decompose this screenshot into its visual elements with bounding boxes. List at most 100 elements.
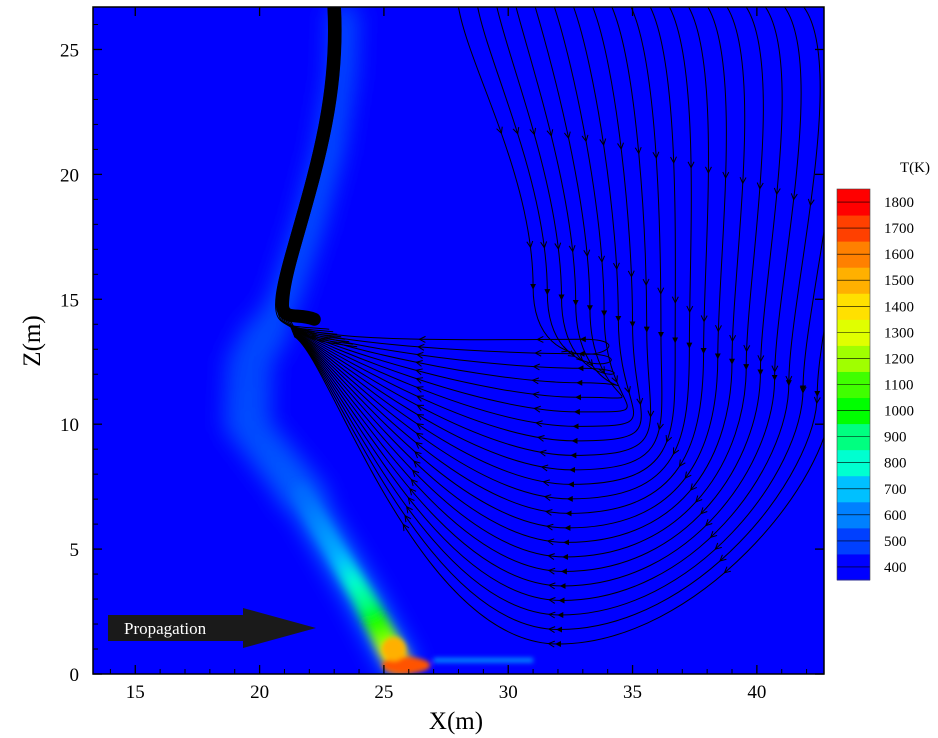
colorbar-title: T(K) (900, 160, 930, 176)
streamline-arrow (722, 171, 730, 180)
streamline-arrow (757, 355, 765, 363)
streamline-arrow (533, 405, 541, 413)
colorbar-label: 1600 (884, 247, 914, 263)
streamline-arrow (723, 566, 732, 574)
colorbar-label: 600 (884, 508, 907, 524)
streamline-arrow (611, 375, 618, 384)
streamline-arrow (568, 245, 576, 253)
streamline-arrow (409, 487, 417, 496)
streamline-arrow (538, 449, 547, 457)
streamline-arrow (532, 363, 540, 371)
heatmap-background (93, 7, 824, 674)
streamline-arrow (544, 508, 553, 516)
colorbar-label: 1100 (884, 378, 913, 394)
streamline-arrow (652, 151, 660, 160)
streamline-arrow (416, 423, 424, 430)
streamline (288, 7, 358, 348)
x-tick-label: 15 (126, 682, 145, 703)
streamline-arrow (413, 460, 421, 468)
streamline-arrow (548, 597, 556, 604)
colorbar-label: 1400 (884, 299, 914, 315)
streamline-arrow (540, 464, 549, 472)
streamline-arrow (531, 391, 540, 399)
streamline-arrow (416, 413, 424, 421)
colorbar-label: 1200 (884, 351, 914, 367)
colorbar-label: 1000 (884, 404, 914, 420)
streamline-arrow (531, 377, 540, 385)
streamline-arrow (785, 375, 793, 384)
streamline-arrow (547, 567, 556, 575)
colorbar-bands (837, 189, 870, 581)
streamline-arrow (415, 432, 424, 440)
streamline-arrow (583, 249, 591, 258)
streamline-arrow (678, 459, 686, 468)
streamline-arrow (719, 554, 727, 562)
streamline-arrow (687, 161, 695, 169)
streamline-arrow (686, 305, 694, 314)
streamline-arrow (415, 377, 424, 384)
colorbar-label: 400 (884, 560, 907, 576)
streamline-arrow (586, 359, 594, 367)
streamline-arrow (414, 451, 422, 459)
streamline-arrow (807, 198, 815, 207)
streamline-arrow (700, 315, 708, 323)
y-axis: 0 5 10 15 20 25 (60, 23, 824, 686)
streamline-arrow (709, 530, 718, 539)
streamline-arrow (546, 129, 554, 137)
streamline-arrow (799, 386, 807, 394)
streamline-bundle-core (275, 7, 342, 326)
streamline-arrow (771, 365, 779, 373)
colorbar-label: 700 (884, 482, 907, 498)
streamline-arrow (729, 334, 737, 343)
colorbar-labels: 400 500 600 700 800 900 1000 1100 1200 1300 1400 15… (884, 195, 914, 576)
streamline-arrow (684, 471, 692, 480)
streamline-arrow (647, 410, 655, 418)
streamline-arrow (547, 640, 555, 648)
streamline-arrow (416, 395, 424, 402)
arrow-right-icon (108, 608, 316, 648)
plot-area (93, 7, 824, 674)
colorbar-label: 900 (884, 430, 907, 446)
streamline-arrow (406, 505, 413, 514)
streamline-arrow (672, 447, 680, 456)
streamline-arrow (790, 193, 798, 201)
streamline-arrow (567, 350, 576, 357)
streamline-arrow (416, 404, 425, 412)
streamline-arrow (415, 441, 423, 449)
streamline-arrow (542, 479, 550, 487)
x-tick-label: 20 (250, 682, 269, 703)
streamline-arrow (689, 483, 698, 491)
colorbar-label: 1300 (884, 325, 914, 341)
x-tick-label: 25 (374, 682, 393, 703)
y-tick-label: 15 (60, 290, 79, 311)
streamline-arrow (526, 240, 534, 249)
streamline-arrow (407, 496, 415, 505)
y-tick-label: 20 (60, 165, 79, 186)
y-tick-label: 25 (60, 40, 79, 61)
streamline-arrow (634, 146, 642, 155)
streamline-arrow (547, 611, 556, 619)
streamline-arrow (496, 126, 503, 135)
streamline-arrow (617, 142, 624, 151)
streamline-arrow (415, 386, 424, 393)
x-axis: 15 20 25 30 35 40 (109, 7, 808, 703)
streamline-arrow (415, 351, 424, 359)
x-tick-label: 30 (499, 682, 518, 703)
streamline-arrow (665, 435, 673, 443)
streamline-arrow (715, 324, 722, 333)
colorbar-label: 1700 (884, 221, 914, 237)
streamline-arrow (576, 354, 584, 362)
colorbar-label: 1800 (884, 195, 914, 211)
streamline-arrow (529, 127, 537, 136)
colorbar-label: 500 (884, 534, 907, 550)
y-axis-title: Z(m) (19, 315, 46, 366)
x-tick-label: 35 (623, 682, 642, 703)
streamline-arrow (545, 523, 554, 531)
y-tick-label: 10 (60, 415, 79, 436)
streamline-arrow (536, 336, 544, 343)
streamline-arrow (642, 278, 650, 287)
streamline-arrow (627, 270, 635, 278)
streamline-arrow (739, 177, 747, 185)
streamline-arrow (636, 397, 644, 406)
